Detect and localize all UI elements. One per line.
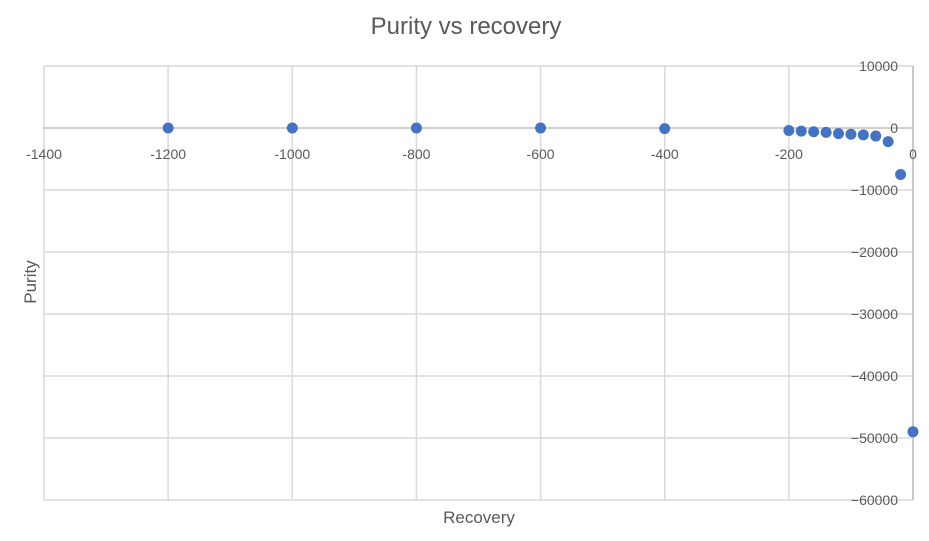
data-point [857, 129, 869, 141]
y-axis-title: Purity [21, 260, 40, 304]
x-tick-labels: -1400 -1200 -1000 -800 -600 -400 -200 0 [26, 146, 917, 162]
x-tick-label: -1000 [274, 146, 310, 162]
y-tick-label: −60000 [851, 492, 898, 508]
chart-title: Purity vs recovery [371, 13, 562, 40]
data-point [795, 125, 807, 137]
y-tick-label: −20000 [851, 244, 898, 260]
y-tick-label: 0 [890, 120, 898, 136]
x-tick-label: 0 [909, 146, 917, 162]
grid-layer [43, 65, 914, 501]
y-tick-label: −40000 [851, 368, 898, 384]
data-point [410, 122, 422, 134]
x-tick-label: -600 [527, 146, 555, 162]
x-axis-title: Recovery [443, 508, 515, 527]
x-tick-label: -1200 [150, 146, 186, 162]
x-tick-label: -200 [775, 146, 803, 162]
y-tick-label: −30000 [851, 306, 898, 322]
x-tick-label: -400 [651, 146, 679, 162]
y-tick-label: −50000 [851, 430, 898, 446]
data-point [535, 122, 547, 134]
data-point [895, 169, 907, 180]
data-point [808, 126, 820, 138]
y-tick-label: 10000 [859, 58, 898, 74]
y-tick-label: −10000 [851, 182, 898, 198]
data-point [870, 130, 882, 142]
data-point [162, 122, 174, 134]
y-tick-labels: 10000 0 −10000 −20000 −30000 −40000 −50000 −600… [851, 58, 898, 508]
data-point [820, 126, 832, 138]
x-tick-label: -1400 [26, 146, 62, 162]
data-point [659, 123, 671, 135]
data-point [286, 122, 298, 134]
axis-layer [44, 66, 914, 500]
data-point [783, 124, 795, 136]
data-points [162, 122, 919, 438]
data-point [907, 426, 919, 438]
data-point [882, 136, 894, 148]
data-point [833, 128, 845, 140]
data-point [845, 128, 857, 140]
x-tick-label: -800 [402, 146, 430, 162]
plot-area-border [43, 65, 914, 501]
